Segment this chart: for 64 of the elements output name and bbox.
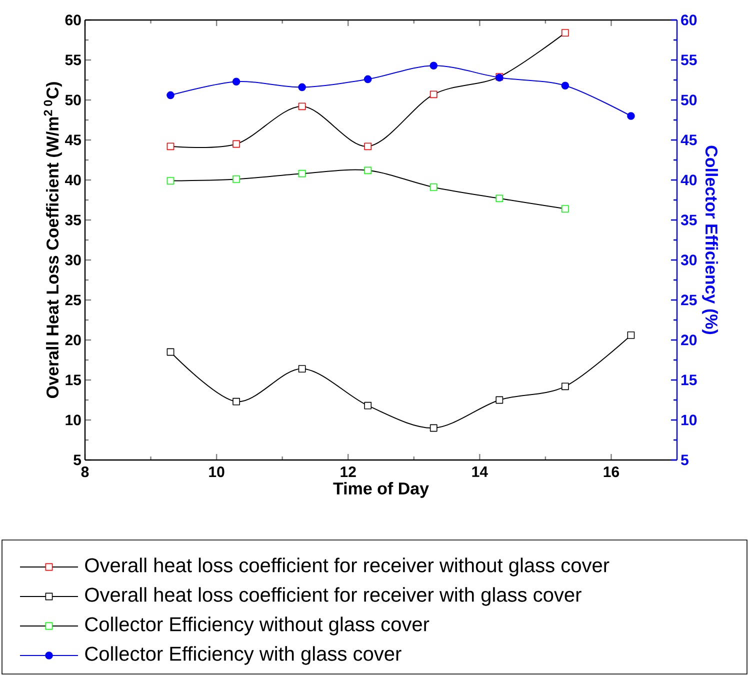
y2-tick-label: 55 <box>680 54 697 66</box>
point <box>561 29 569 36</box>
y2-tick-label: 5 <box>680 454 688 466</box>
y2-tick-label: 40 <box>680 174 697 186</box>
y-tick-label: 40 <box>65 174 81 186</box>
point <box>430 184 438 191</box>
legend-label: Collector Efficiency without glass cover <box>85 616 430 636</box>
point <box>430 424 438 432</box>
y2-tick-label: 60 <box>681 14 697 26</box>
point <box>561 382 569 390</box>
y-axis-title: Overall Heat Loss Coefficient (W/m$^{2 0}$C) <box>44 82 62 398</box>
point <box>232 140 240 148</box>
point <box>627 332 635 339</box>
point <box>364 75 372 84</box>
y-tick-label: 5 <box>74 454 82 466</box>
point <box>561 205 569 212</box>
point <box>166 177 174 184</box>
x-tick-label: 14 <box>472 466 488 477</box>
point <box>627 112 635 120</box>
y-tick-label: 50 <box>65 94 81 106</box>
y2-axis-title: Collector Efficiency (%) <box>702 146 718 334</box>
y-tick-label: 25 <box>65 294 82 306</box>
legend-label: Collector Efficiency with glass cover <box>85 646 402 665</box>
x-tick-label: 8 <box>81 466 89 478</box>
y-tick-label: 30 <box>65 254 81 266</box>
point <box>232 398 240 406</box>
y2-tick-label: 20 <box>681 334 697 346</box>
point <box>298 102 306 110</box>
y-tick-label: 35 <box>65 214 82 226</box>
y2-tick-label: 15 <box>681 374 697 386</box>
point <box>496 396 504 404</box>
point <box>364 402 372 410</box>
y2-tick-label: 30 <box>680 254 697 266</box>
x-tick-label: 12 <box>340 466 356 478</box>
point <box>364 142 372 150</box>
point <box>496 194 504 202</box>
y2-tick-label: 45 <box>680 134 697 146</box>
point <box>232 176 240 183</box>
y-tick-label: 55 <box>65 54 82 66</box>
y-tick-label: 15 <box>66 374 82 386</box>
y2-tick-label: 10 <box>681 414 697 426</box>
y2-tick-label: 25 <box>681 294 697 306</box>
point <box>166 142 174 150</box>
legend-label: Overall heat loss coefficient for receiver with glass cover <box>85 587 582 606</box>
point <box>166 91 174 100</box>
y-tick-label: 20 <box>65 334 81 346</box>
y-tick-label: 10 <box>66 414 81 426</box>
y-tick-label: 45 <box>65 134 82 146</box>
legend-label: Overall heat loss coefficient for receiver without glass cover <box>85 558 610 576</box>
point <box>561 82 570 90</box>
point <box>430 90 438 98</box>
x-tick-label: 10 <box>209 466 224 478</box>
point <box>298 365 306 372</box>
x-tick-label: 16 <box>604 466 620 478</box>
x-axis-title: Time of Day <box>333 482 429 498</box>
point <box>232 78 240 86</box>
y2-tick-label: 50 <box>680 94 697 106</box>
y-tick-label: 60 <box>65 14 81 26</box>
point <box>364 166 372 174</box>
point <box>298 83 306 92</box>
y2-tick-label: 35 <box>680 214 697 226</box>
point <box>166 348 174 356</box>
point <box>430 62 438 70</box>
point <box>298 170 306 178</box>
